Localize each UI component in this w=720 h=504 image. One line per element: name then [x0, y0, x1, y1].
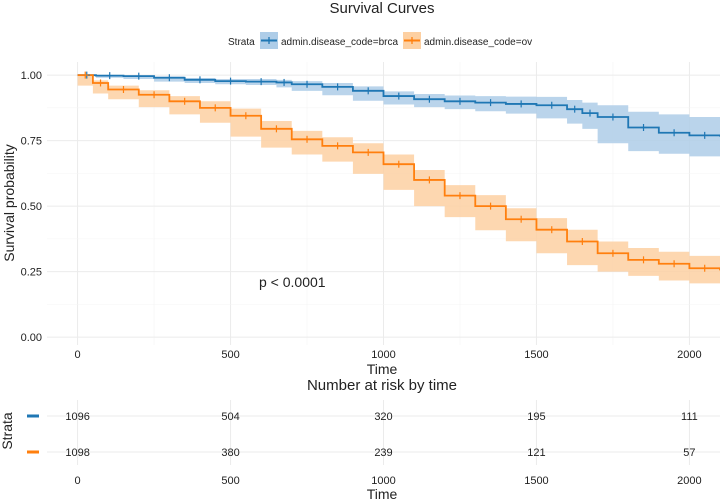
risk-table-y-axis-label: Strata — [0, 412, 15, 450]
survival-line-ov — [77, 74, 720, 271]
y-tick-label: 1.00 — [21, 70, 42, 82]
censor-marks — [82, 71, 708, 272]
risk-count: 195 — [527, 411, 545, 423]
risk-table-x-axis-label: Time — [367, 486, 398, 502]
risk-count: 1096 — [65, 411, 89, 423]
risk-count: 1098 — [65, 447, 89, 459]
risk-x-tick-label: 1000 — [371, 475, 395, 487]
survival-lines — [77, 74, 720, 271]
risk-count: 320 — [374, 411, 392, 423]
x-tick-label: 1000 — [371, 349, 395, 361]
legend: Strata admin.disease_code=brca admin.dis… — [228, 32, 532, 49]
risk-count: 111 — [681, 411, 698, 423]
risk-table-title: Number at risk by time — [307, 377, 457, 394]
legend-title: Strata — [228, 37, 255, 48]
legend-label-brca: admin.disease_code=brca — [281, 37, 398, 48]
confidence-band-ov — [77, 75, 720, 284]
y-tick-label: 0.75 — [21, 136, 42, 148]
risk-count: 57 — [683, 447, 695, 459]
risk-table-x-ticks: 0 500 1000 1500 2000 — [75, 475, 702, 487]
legend-label-ov: admin.disease_code=ov — [424, 37, 532, 48]
risk-table-rows: 1096 504 320 195 111 1098 380 239 121 57 — [27, 411, 698, 459]
x-tick-label: 1500 — [524, 349, 548, 361]
x-tick-label: 2000 — [677, 349, 701, 361]
y-axis-label: Survival probability — [1, 144, 17, 262]
risk-count: 121 — [527, 447, 545, 459]
y-axis-ticks: 0.00 0.25 0.50 0.75 1.00 — [21, 70, 42, 344]
x-axis-ticks: 0 500 1000 1500 2000 — [75, 349, 702, 361]
p-value-annotation: p < 0.0001 — [259, 274, 326, 290]
risk-x-tick-label: 0 — [75, 475, 81, 487]
survival-line-brca — [77, 74, 720, 137]
x-tick-label: 0 — [75, 349, 81, 361]
y-tick-label: 0.00 — [21, 332, 42, 344]
x-tick-label: 500 — [221, 349, 239, 361]
risk-count: 380 — [221, 447, 239, 459]
risk-x-tick-label: 500 — [221, 475, 239, 487]
x-axis-label: Time — [367, 361, 398, 377]
risk-count: 504 — [221, 411, 239, 423]
chart-title: Survival Curves — [329, 0, 434, 17]
risk-count: 239 — [374, 447, 392, 459]
confidence-bands — [77, 75, 720, 284]
risk-x-tick-label: 2000 — [677, 475, 701, 487]
y-tick-label: 0.50 — [21, 201, 42, 213]
y-tick-label: 0.25 — [21, 267, 42, 279]
risk-table-grid — [47, 400, 720, 465]
confidence-band-brca — [77, 75, 720, 157]
risk-x-tick-label: 1500 — [524, 475, 548, 487]
